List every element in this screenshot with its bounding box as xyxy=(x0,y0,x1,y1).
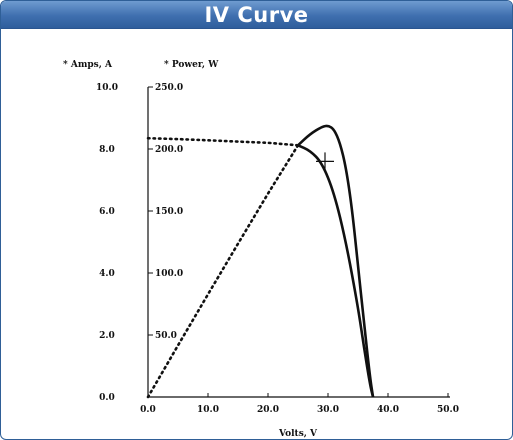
current-tick-label: 2.0 xyxy=(99,331,115,341)
y-axis-label-current: * Amps, A xyxy=(63,60,113,70)
x-tick-label: 30.0 xyxy=(317,405,339,415)
panel-title: IV Curve xyxy=(204,2,309,27)
power-tick-label: 200.0 xyxy=(155,145,183,155)
x-tick-label: 50.0 xyxy=(437,405,459,415)
current-tick-label: 10.0 xyxy=(96,83,118,93)
iv-chart: * Amps, A * Power, W Volts, V 0.0 2.0 4.0 6… xyxy=(63,60,459,439)
x-tick-label: 0.0 xyxy=(140,405,156,415)
x-tick-label: 40.0 xyxy=(377,405,399,415)
power-tick-label: 100.0 xyxy=(155,269,183,279)
current-tick-label: 6.0 xyxy=(99,207,115,217)
x-axis-label: Volts, V xyxy=(278,429,318,439)
current-tick-label: 0.0 xyxy=(99,393,115,403)
power-tick-label: 50.0 xyxy=(155,331,177,341)
x-tick-label: 20.0 xyxy=(257,405,279,415)
y-axis-label-power: * Power, W xyxy=(164,60,219,70)
x-tick-label: 10.0 xyxy=(197,405,219,415)
current-curve-solid xyxy=(297,144,375,398)
power-tick-label: 250.0 xyxy=(155,83,183,93)
current-tick-label: 4.0 xyxy=(99,269,115,279)
power-tick-label: 150.0 xyxy=(155,207,183,217)
panel-title-bar: IV Curve xyxy=(1,1,512,29)
power-curve-solid xyxy=(297,124,375,398)
power-curve-dotted xyxy=(146,144,300,399)
current-tick-label: 8.0 xyxy=(99,145,115,155)
